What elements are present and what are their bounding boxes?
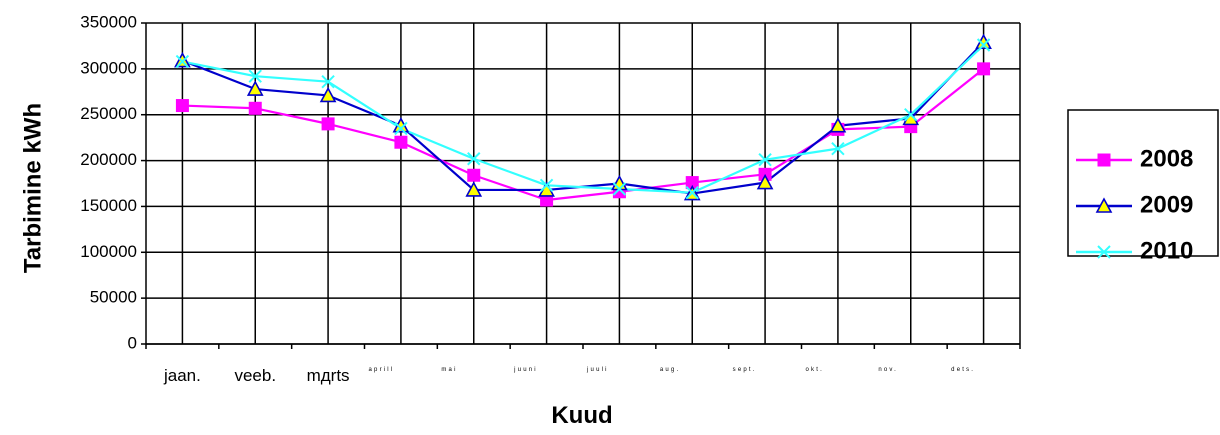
- grid-lines: [145, 22, 1021, 345]
- y-tick-label: 50000: [90, 288, 137, 307]
- y-axis: 0 50000 100000 150000 200000 250000 300000 3500…: [80, 12, 146, 352]
- data-point-2009: [319, 86, 337, 103]
- legend-marker-2009: [1095, 197, 1113, 213]
- data-point-2009: [465, 181, 483, 197]
- data-point-2009: [829, 117, 847, 133]
- data-point-2008: [175, 99, 189, 113]
- data-point-2010: [248, 69, 262, 83]
- y-tick-label: 150000: [80, 196, 137, 215]
- x-tick-label: mдrts: [307, 366, 350, 385]
- x-axis-title: Kuud: [551, 402, 612, 429]
- data-point-2010: [394, 121, 408, 136]
- x-tick-label: mai: [441, 367, 457, 373]
- data-point-2010: [685, 185, 699, 200]
- data-point-2010: [175, 54, 190, 69]
- x-tick-label: nov.: [878, 367, 898, 373]
- data-point-2008: [467, 168, 481, 182]
- data-point-2008: [977, 62, 991, 76]
- x-tick-label: juuli: [586, 367, 609, 373]
- data-point-2010: [467, 152, 481, 166]
- x-tick-label: aprill: [369, 367, 395, 373]
- legend-label-2009: 2009: [1140, 191, 1193, 218]
- data-point-2010: [758, 152, 772, 167]
- data-point-2008: [321, 117, 335, 131]
- y-tick-label: 100000: [80, 242, 137, 261]
- data-point-2009: [174, 51, 191, 68]
- x-tick-label: juuni: [513, 367, 538, 373]
- x-tick-label: dets.: [951, 367, 975, 373]
- series-markers: [174, 33, 992, 207]
- y-tick-label: 350000: [80, 12, 137, 31]
- legend-label-2010: 2010: [1140, 237, 1193, 264]
- legend-marker-2010: [1097, 245, 1111, 259]
- series-line-2008: [182, 67, 985, 202]
- legend: 2008 2009 2010: [1067, 109, 1219, 264]
- series-lines: [182, 41, 985, 202]
- x-tick-label: okt.: [806, 367, 824, 373]
- legend-label-2008: 2008: [1140, 145, 1193, 172]
- x-tick-label: sept.: [733, 367, 757, 373]
- data-point-2008: [248, 101, 262, 115]
- y-tick-label: 250000: [80, 104, 137, 123]
- y-tick-label: 200000: [80, 150, 137, 169]
- y-tick-label: 0: [128, 333, 137, 352]
- data-point-2009: [756, 173, 774, 190]
- legend-box: [1067, 109, 1219, 257]
- x-tick-label: jaan.: [163, 366, 201, 385]
- x-tick-label: veeb.: [234, 366, 276, 385]
- y-tick-label: 300000: [80, 58, 137, 77]
- data-point-2010: [831, 141, 845, 156]
- series-line-2010: [182, 44, 985, 194]
- legend-marker-2008: [1097, 153, 1111, 167]
- data-point-2010: [321, 74, 335, 89]
- x-axis: jaan. veeb. mдrts aprill mai juuni juuli aug. se…: [145, 343, 1021, 385]
- y-axis-title: Tarbimine kWh: [19, 103, 46, 273]
- data-point-2010: [976, 38, 991, 52]
- x-tick-label: aug.: [660, 367, 680, 373]
- data-point-2010: [539, 178, 554, 193]
- data-point-2010: [612, 182, 627, 196]
- data-point-2008: [394, 135, 408, 149]
- data-point-2009: [246, 80, 264, 96]
- data-point-2010: [904, 108, 918, 122]
